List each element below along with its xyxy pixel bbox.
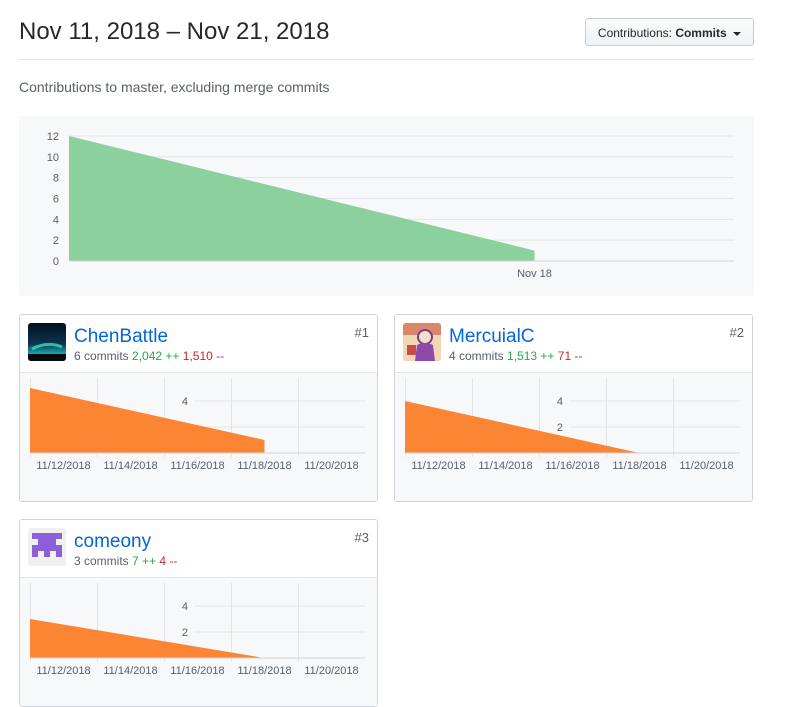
x-tick-label: 11/16/2018 xyxy=(545,460,599,472)
y-tick-label: 8 xyxy=(53,173,59,185)
contributions-type-dropdown[interactable]: Contributions: Commits xyxy=(584,18,754,46)
avatar[interactable] xyxy=(28,323,66,361)
contributions-value: Commits xyxy=(675,26,727,40)
x-tick-label: 11/12/2018 xyxy=(36,665,90,677)
main-chart-svg: 0 2 4 6 8 10 12 Nov 18 xyxy=(47,131,734,280)
y-tick-label: 2 xyxy=(53,235,59,247)
date-range-title: Nov 11, 2018 – Nov 21, 2018 xyxy=(19,18,330,45)
contributor-card: comeony 3 commits 7 ++ 4 -- #3 2 4 11/12/2… xyxy=(19,519,378,707)
chart-subtitle: Contributions to master, excluding merge… xyxy=(19,79,330,95)
x-tick-label: 11/18/2018 xyxy=(237,460,291,472)
contributor-card-header: ChenBattle 6 commits 2,042 ++ 1,510 -- #… xyxy=(20,315,377,373)
contributor-name-link[interactable]: ChenBattle xyxy=(74,326,169,347)
deletions-count: 4 -- xyxy=(159,554,178,568)
contributor-card-header: comeony 3 commits 7 ++ 4 -- #3 xyxy=(20,520,377,578)
y-tick-label: 10 xyxy=(47,152,59,164)
x-tick-label: 11/12/2018 xyxy=(411,460,465,472)
contributor-chart: 2 4 11/12/2018 11/14/2018 11/16/2018 11/18/20… xyxy=(20,578,377,706)
additions-count: 1,513 ++ xyxy=(507,349,555,363)
y-tick-label: 2 xyxy=(557,422,563,434)
y-tick-label: 2 xyxy=(182,627,188,639)
contributor-card: ChenBattle 6 commits 2,042 ++ 1,510 -- #… xyxy=(19,314,378,502)
additions-count: 2,042 ++ xyxy=(132,349,180,363)
x-tick-label: 11/16/2018 xyxy=(170,665,224,677)
x-tick-label: 11/20/2018 xyxy=(304,665,358,677)
main-contributions-chart: 0 2 4 6 8 10 12 Nov 18 xyxy=(19,116,754,296)
commit-count-link[interactable]: 6 commits xyxy=(74,349,129,363)
y-tick-label: 4 xyxy=(557,396,563,408)
x-tick-label: 11/16/2018 xyxy=(170,460,224,472)
y-tick-label: 12 xyxy=(47,131,59,143)
x-tick-label: 11/18/2018 xyxy=(612,460,666,472)
x-tick-label: 11/20/2018 xyxy=(679,460,733,472)
deletions-count: 1,510 -- xyxy=(182,349,225,363)
contributor-stats: 6 commits 2,042 ++ 1,510 -- xyxy=(74,349,224,363)
area-series xyxy=(30,619,265,658)
contributor-chart-svg: 2 4 11/12/2018 11/14/2018 11/16/2018 11/18/20… xyxy=(30,583,365,677)
page-header: Nov 11, 2018 – Nov 21, 2018 Contribution… xyxy=(19,0,754,60)
x-tick-label: 11/14/2018 xyxy=(103,665,157,677)
contributor-name-link[interactable]: comeony xyxy=(74,531,152,552)
x-tick-label: 11/12/2018 xyxy=(36,460,90,472)
contributor-card: MercuialC 4 commits 1,513 ++ 71 -- #2 2 4… xyxy=(394,314,753,502)
contributor-stats: 3 commits 7 ++ 4 -- xyxy=(74,554,177,568)
area-series xyxy=(405,401,640,453)
x-tick-label: 11/20/2018 xyxy=(304,460,358,472)
additions-count: 7 ++ xyxy=(132,554,157,568)
y-tick-label: 4 xyxy=(53,214,59,226)
y-tick-label: 0 xyxy=(53,256,59,268)
x-tick-label: 11/14/2018 xyxy=(478,460,532,472)
contributor-chart: 2411/12/201811/14/201811/16/201811/18/20… xyxy=(20,373,377,501)
commit-count-link[interactable]: 3 commits xyxy=(74,554,129,568)
avatar[interactable] xyxy=(403,323,441,361)
contributor-chart-svg: 2 4 11/12/2018 11/14/2018 11/16/2018 11/18/20… xyxy=(405,378,740,472)
avatar[interactable] xyxy=(28,528,66,566)
contributor-card-header: MercuialC 4 commits 1,513 ++ 71 -- #2 xyxy=(395,315,752,373)
caret-down-icon xyxy=(733,31,741,36)
commit-count-link[interactable]: 4 commits xyxy=(449,349,504,363)
contributor-rank: #1 xyxy=(354,325,369,340)
area-series xyxy=(69,136,535,261)
contributor-rank: #3 xyxy=(354,530,369,545)
contributor-name-link[interactable]: MercuialC xyxy=(449,326,535,347)
x-tick-label: 11/14/2018 xyxy=(103,460,157,472)
x-tick-label: Nov 18 xyxy=(517,268,552,280)
y-tick-label: 6 xyxy=(53,194,59,206)
contributions-label: Contributions: xyxy=(597,26,672,40)
contributor-stats: 4 commits 1,513 ++ 71 -- xyxy=(449,349,582,363)
y-tick-label: 4 xyxy=(182,601,188,613)
deletions-count: 71 -- xyxy=(557,349,583,363)
area-series xyxy=(30,388,265,453)
contributor-rank: #2 xyxy=(729,325,744,340)
contributor-chart: 2 4 11/12/2018 11/14/2018 11/16/2018 11/18/20… xyxy=(395,373,752,501)
contributor-chart-svg: 2411/12/201811/14/201811/16/201811/18/20… xyxy=(30,378,365,472)
y-tick-label: 4 xyxy=(182,396,188,408)
x-tick-label: 11/18/2018 xyxy=(237,665,291,677)
